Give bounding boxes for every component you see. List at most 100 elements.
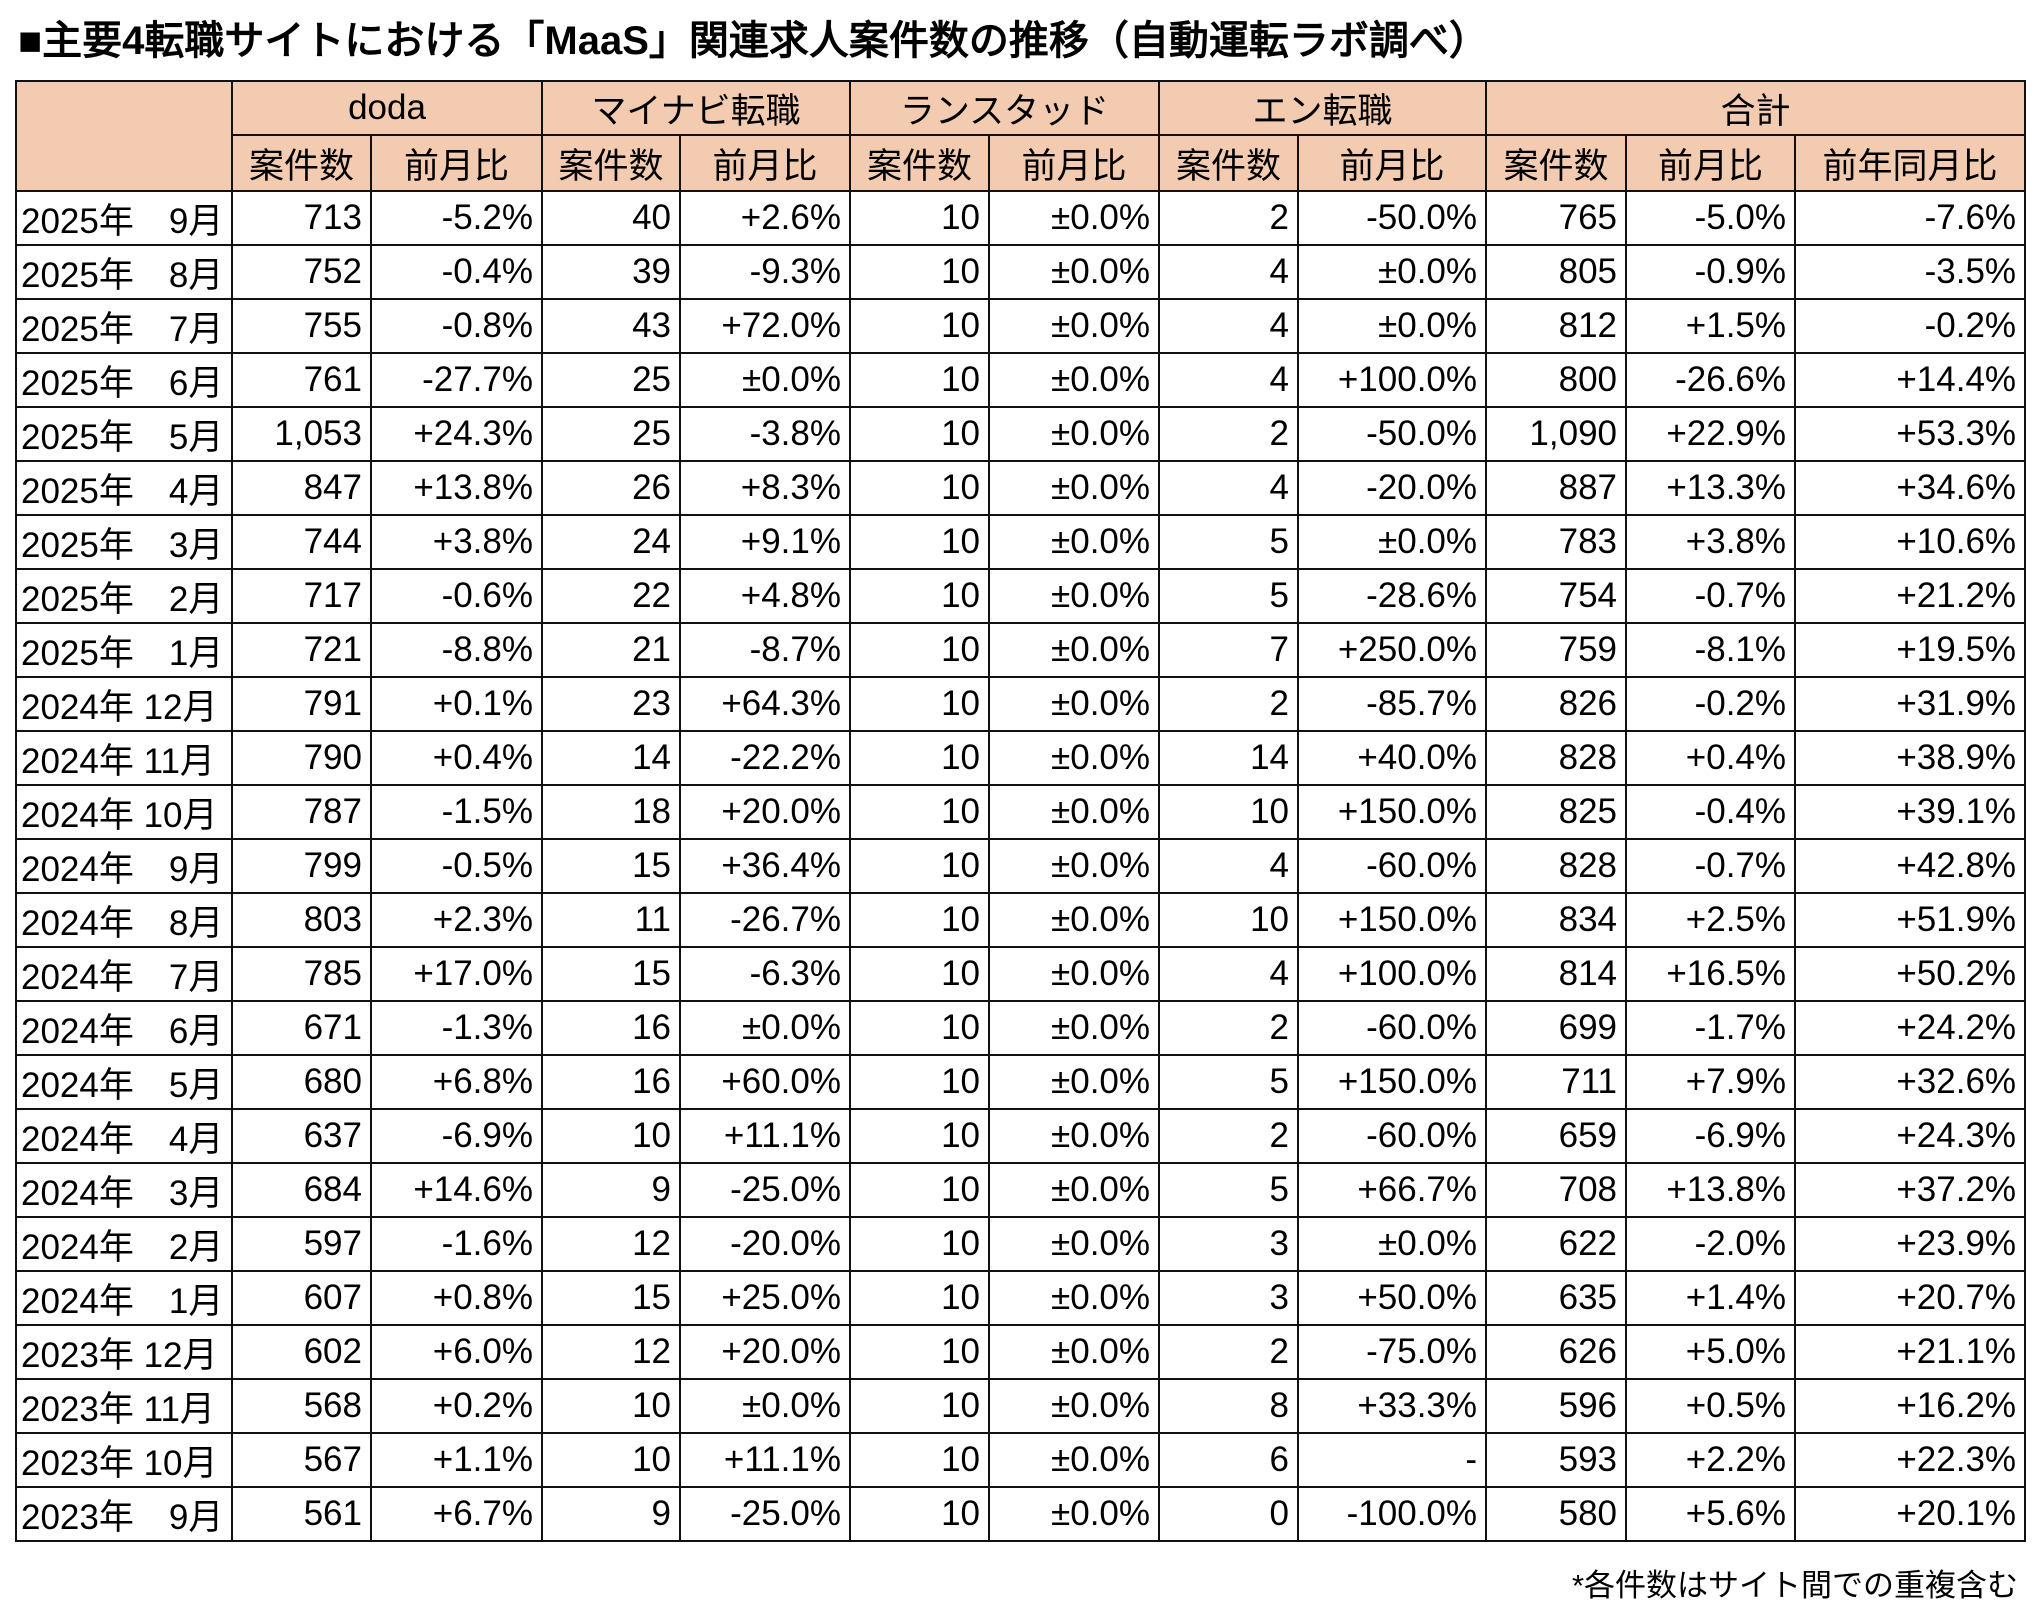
table-cell: -2.0% [1625, 1216, 1797, 1272]
table-cell: 10 [849, 460, 990, 516]
table-cell: -60.0% [1296, 838, 1488, 894]
header-sub-2: 案件数 [541, 134, 681, 192]
row-month: 2025年 8月 [15, 244, 233, 300]
table-cell: 699 [1485, 1000, 1628, 1056]
table-cell: 10 [849, 1324, 990, 1380]
table-cell: -60.0% [1296, 1108, 1488, 1164]
table-cell: ±0.0% [679, 352, 851, 408]
table-cell: 12 [541, 1324, 681, 1380]
row-month: 2025年 6月 [15, 352, 233, 408]
table-cell: 10 [849, 1486, 990, 1542]
table-cell: -60.0% [1296, 1000, 1488, 1056]
table-cell: ±0.0% [988, 514, 1160, 570]
table-cell: 5 [1158, 568, 1299, 624]
table-row: 2024年 8月 803 +2.3% 11 -26.7% 10 ±0.0% 10 +150.0%… [15, 892, 2027, 948]
maas-job-table: doda マイナビ転職 ランスタッド エン転職 合計 案件数 前月比 案件数 前月比案… [15, 80, 2027, 1542]
table-cell: +11.1% [679, 1108, 851, 1164]
table-cell: 602 [231, 1324, 372, 1380]
table-cell: +8.3% [679, 460, 851, 516]
table-cell: +0.2% [370, 1378, 543, 1434]
table-cell: 580 [1485, 1486, 1628, 1542]
header-mynavi: マイナビ転職 [541, 80, 851, 136]
table-cell: +100.0% [1296, 946, 1488, 1002]
table-cell: 659 [1485, 1108, 1628, 1164]
table-cell: 593 [1485, 1432, 1628, 1488]
table-cell: 635 [1485, 1270, 1628, 1326]
table-cell: +23.9% [1794, 1216, 2027, 1272]
table-cell: 39 [541, 244, 681, 300]
row-month: 2024年 10月 [15, 784, 233, 840]
table-cell: 684 [231, 1162, 372, 1218]
row-month: 2025年 7月 [15, 298, 233, 354]
row-month: 2025年 9月 [15, 190, 233, 246]
row-month: 2024年 1月 [15, 1270, 233, 1326]
table-cell: 847 [231, 460, 372, 516]
table-cell: +64.3% [679, 676, 851, 732]
table-cell: 3 [1158, 1216, 1299, 1272]
table-cell: -5.2% [370, 190, 543, 246]
header-row-groups: doda マイナビ転職 ランスタッド エン転職 合計 [15, 80, 2027, 192]
table-cell: 5 [1158, 514, 1299, 570]
table-cell: +34.6% [1794, 460, 2027, 516]
table-cell: +13.8% [1625, 1162, 1797, 1218]
table-cell: 8 [1158, 1378, 1299, 1434]
header-en-tenshoku: エン転職 [1157, 80, 1488, 136]
table-cell: 25 [541, 352, 681, 408]
table-cell: -5.0% [1625, 190, 1797, 246]
table-cell: 10 [541, 1378, 681, 1434]
table-cell: ±0.0% [988, 1378, 1160, 1434]
table-cell: 826 [1485, 676, 1628, 732]
table-cell: -1.3% [370, 1000, 543, 1056]
table-cell: +20.0% [679, 784, 851, 840]
table-row: 2023年 11月 568 +0.2% 10 ±0.0% 10 ±0.0% 8 +33.3% 59… [15, 1378, 2027, 1434]
header-sub-0: 案件数 [231, 134, 372, 192]
table-cell: 785 [231, 946, 372, 1002]
table-cell: -20.0% [1296, 460, 1488, 516]
table-cell: 752 [231, 244, 372, 300]
table-cell: ±0.0% [988, 730, 1160, 786]
footnote: *各件数はサイト間での重複含む [1571, 1568, 2018, 1603]
table-cell: ±0.0% [988, 352, 1160, 408]
header-sub-3: 前月比 [679, 134, 851, 192]
table-row: 2024年 4月 637 -6.9% 10 +11.1% 10 ±0.0% 2 -60.0% 65… [15, 1108, 2027, 1164]
table-cell: 787 [231, 784, 372, 840]
table-cell: 4 [1158, 460, 1299, 516]
table-cell: 834 [1485, 892, 1628, 948]
table-row: 2024年 2月 597 -1.6% 12 -20.0% 10 ±0.0% 3 ±0.0% 622… [15, 1216, 2027, 1272]
table-cell: 9 [541, 1486, 681, 1542]
table-cell: 10 [849, 1216, 990, 1272]
row-month: 2023年 12月 [15, 1324, 233, 1380]
table-cell: +13.3% [1625, 460, 1797, 516]
table-cell: -100.0% [1296, 1486, 1488, 1542]
table-cell: -0.9% [1625, 244, 1797, 300]
table-cell: 6 [1158, 1432, 1299, 1488]
row-month: 2025年 1月 [15, 622, 233, 678]
header-sub-7: 前月比 [1296, 134, 1488, 192]
header-sub-1: 前月比 [370, 134, 543, 192]
table-cell: +21.2% [1794, 568, 2027, 624]
table-cell: ±0.0% [988, 892, 1160, 948]
table-cell: +13.8% [370, 460, 543, 516]
table-cell: 10 [849, 352, 990, 408]
table-cell: +2.6% [679, 190, 851, 246]
table-cell: +10.6% [1794, 514, 2027, 570]
table-cell: +1.5% [1625, 298, 1797, 354]
table-cell: +14.4% [1794, 352, 2027, 408]
table-cell: 10 [849, 298, 990, 354]
table-cell: -0.8% [370, 298, 543, 354]
table-cell: 21 [541, 622, 681, 678]
table-row: 2025年 7月 755 -0.8% 43 +72.0% 10 ±0.0% 4 ±0.0% 812… [15, 298, 2027, 354]
table-cell: -6.3% [679, 946, 851, 1002]
row-month: 2025年 2月 [15, 568, 233, 624]
table-cell: ±0.0% [988, 1216, 1160, 1272]
table-cell: 755 [231, 298, 372, 354]
table-cell: 10 [849, 406, 990, 462]
table-cell: 10 [849, 892, 990, 948]
table-cell: 2 [1158, 1108, 1299, 1164]
table-cell: +150.0% [1296, 892, 1488, 948]
page-title: ■主要4転職サイトにおける「MaaS」関連求人案件数の推移（自動運転ラボ調べ） [18, 19, 1489, 63]
table-cell: +1.4% [1625, 1270, 1797, 1326]
table-cell: 561 [231, 1486, 372, 1542]
row-month: 2024年 3月 [15, 1162, 233, 1218]
header-sub-6: 案件数 [1158, 134, 1299, 192]
